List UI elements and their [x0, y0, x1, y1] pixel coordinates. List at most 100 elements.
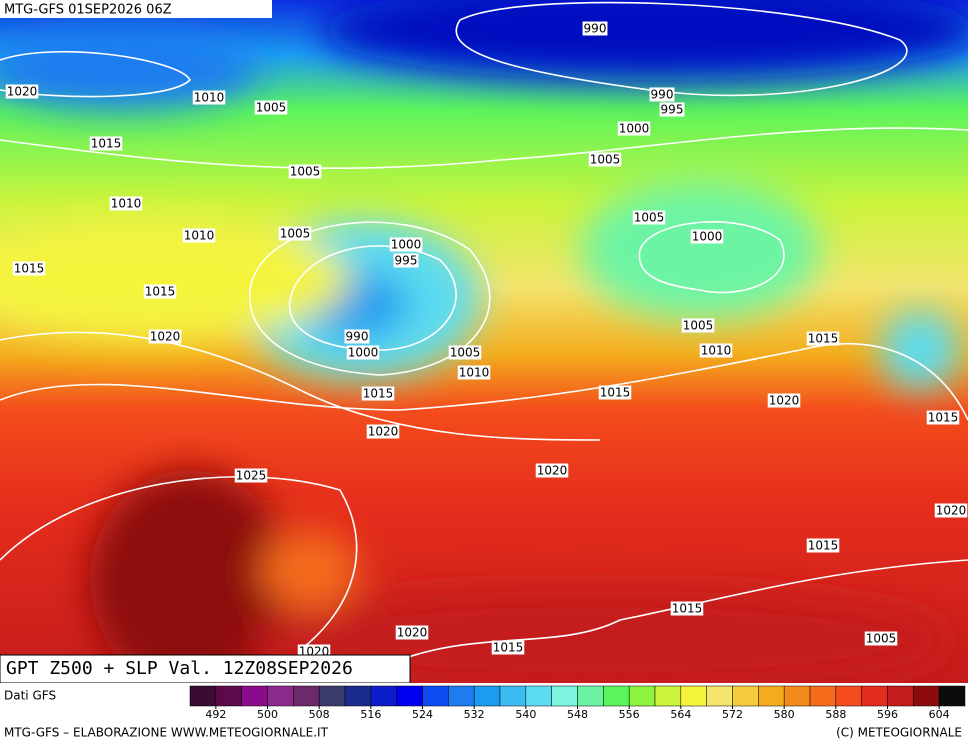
isobar-label-bg — [864, 631, 898, 646]
isobar-label-bg — [346, 345, 380, 360]
isobar-label-bg — [182, 228, 216, 243]
colorbar-tick-label: 508 — [309, 708, 330, 721]
run-label: MTG-GFS 01SEP2026 06Z — [4, 3, 172, 18]
colorbar-swatch — [499, 685, 527, 707]
colorbar-tick-label: 532 — [464, 708, 485, 721]
isobar-label: 990 — [584, 22, 607, 36]
isobar-label: 1005 — [290, 165, 321, 179]
colorbar-swatch — [603, 685, 630, 707]
isobar-label: 1000 — [692, 230, 723, 244]
colorbar-swatch — [344, 685, 372, 707]
colorbar-swatch — [577, 685, 604, 707]
colorbar-swatch — [318, 685, 346, 707]
isobar-label-bg — [588, 152, 622, 167]
isobar-label: 1005 — [590, 153, 621, 167]
colorbar-swatch — [422, 685, 449, 707]
isobar-label-bg — [254, 100, 288, 115]
isobar-label: 1020 — [769, 394, 800, 408]
colorbar-swatch — [654, 685, 682, 707]
isobar-label: 1005 — [634, 211, 665, 225]
colorbar-tick-label: 604 — [929, 708, 950, 721]
isobar-label-bg — [448, 345, 482, 360]
colorbar-tick-label: 564 — [670, 708, 691, 721]
isobar-label: 1010 — [701, 344, 732, 358]
isobar-label-bg — [926, 410, 960, 425]
colorbar-tick-label: 548 — [567, 708, 588, 721]
isobar-label: 1015 — [493, 641, 524, 655]
colorbar-swatch — [732, 685, 759, 707]
isobar-label-bg — [690, 229, 724, 244]
isobar-label-bg — [109, 196, 143, 211]
isobar-label-bg — [617, 121, 651, 136]
isobar-label: 1015 — [672, 602, 703, 616]
colorbar-swatch — [835, 685, 862, 707]
colorbar-tick-label: 580 — [774, 708, 795, 721]
isobar-label-bg — [366, 424, 400, 439]
isobar-label: 1005 — [256, 101, 287, 115]
isobar-label-bg — [767, 393, 801, 408]
isobar-label: 990 — [346, 330, 369, 344]
isobar-label: 1020 — [936, 504, 967, 518]
isobar-label-bg — [395, 625, 429, 640]
isobar-label-bg — [5, 84, 39, 99]
colorbar-swatch — [525, 685, 552, 707]
isobar-label-bg — [234, 468, 268, 483]
isobar-label-bg — [598, 385, 632, 400]
colorbar-swatch — [706, 685, 733, 707]
colorbar-swatch — [370, 685, 397, 707]
isobar-label: 1010 — [459, 366, 490, 380]
isobar-label: 1010 — [184, 229, 215, 243]
map-field — [0, 0, 968, 690]
isobar-label: 1020 — [537, 464, 568, 478]
colorbar-tick-label: 556 — [619, 708, 640, 721]
colorbar-swatch — [913, 685, 940, 707]
isobar-labels: 9909909951000100510101005102010151005101… — [5, 21, 968, 659]
colorbar-tick-label: 524 — [412, 708, 433, 721]
isobar-label-bg — [806, 331, 840, 346]
isobar-label-bg — [649, 87, 675, 102]
isobar-label: 1015 — [928, 411, 959, 425]
colorbar-swatch — [396, 685, 423, 707]
isobar-label: 1015 — [808, 539, 839, 553]
isobar-label-bg — [361, 386, 395, 401]
isobar-label-bg — [582, 21, 608, 36]
colorbar-swatch — [241, 685, 268, 707]
colorbar-swatch — [215, 685, 242, 707]
isobar-label: 1015 — [600, 386, 631, 400]
colorbar-swatch — [628, 685, 656, 707]
colorbar-tick-label: 588 — [825, 708, 846, 721]
isobar-label-bg — [659, 102, 685, 117]
isobar-label-bg — [699, 343, 733, 358]
isobar-label-bg — [389, 237, 423, 252]
isobar-label-bg — [278, 226, 312, 241]
isobar-label-bg — [457, 365, 491, 380]
colorbar-tick-label: 500 — [257, 708, 278, 721]
colorbar-swatch — [809, 685, 837, 707]
colorbar-tick-label: 596 — [877, 708, 898, 721]
isobar-label-bg — [89, 136, 123, 151]
isobar-label: 1015 — [363, 387, 394, 401]
footer-right: (C) METEOGIORNALE — [836, 726, 962, 740]
isobar-label: 1005 — [450, 346, 481, 360]
colorbar-swatch — [758, 685, 785, 707]
isobar-label-bg — [393, 253, 419, 268]
title-box — [0, 654, 411, 684]
colorbar-swatch — [680, 685, 707, 707]
isobar-label: 1000 — [619, 122, 650, 136]
isobar-label: 1020 — [7, 85, 38, 99]
colorbar-swatch — [887, 685, 914, 707]
isobar-label: 1015 — [14, 262, 45, 276]
colorbar-swatch — [783, 685, 811, 707]
isobar-label-bg — [491, 640, 525, 655]
isobar-label: 1020 — [368, 425, 399, 439]
isobar-label-bg — [288, 164, 322, 179]
isobar-label: 1010 — [194, 91, 225, 105]
isobar-label-bg — [934, 503, 968, 518]
colorbar: 492 500 508 516 524 532 540 548 556 564 572 580 588 5… — [189, 685, 966, 721]
isobar-label: 1000 — [391, 238, 422, 252]
isobar-label: 1020 — [397, 626, 428, 640]
isobar-label: 1005 — [866, 632, 897, 646]
colorbar-tick-label: 516 — [360, 708, 381, 721]
isobar-label-bg — [148, 329, 182, 344]
colorbar-swatch — [293, 685, 320, 707]
